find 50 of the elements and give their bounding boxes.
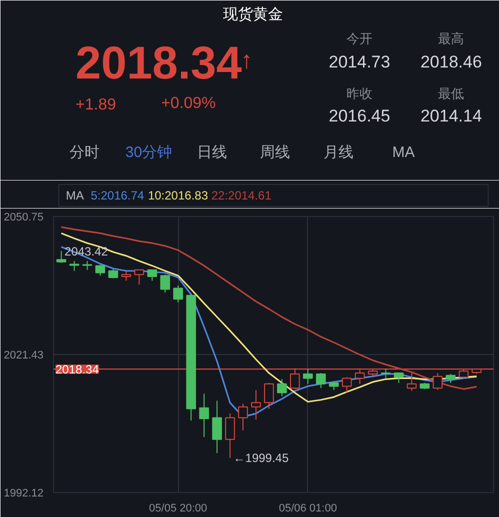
candlestick bbox=[134, 269, 144, 286]
annotation: ←1999.45 bbox=[233, 450, 289, 465]
text: 22:2014.61 bbox=[211, 188, 272, 202]
candlestick bbox=[225, 413, 235, 458]
candlestick bbox=[264, 382, 274, 410]
x-tick-label: 05/05 20:00 bbox=[149, 502, 208, 514]
text: 2018.46 bbox=[420, 52, 482, 72]
candlestick bbox=[108, 268, 118, 279]
text: 2016.45 bbox=[328, 106, 390, 126]
text: 30分钟 bbox=[125, 144, 172, 161]
candlestick bbox=[302, 368, 313, 384]
candlestick bbox=[160, 274, 170, 294]
candlestick bbox=[342, 376, 352, 394]
text: 最低 bbox=[438, 86, 464, 101]
y-tick-label: 2050.75 bbox=[4, 212, 44, 224]
text: ↑ bbox=[240, 47, 253, 74]
text: +1.89 bbox=[76, 96, 116, 114]
legend-title: MA bbox=[66, 188, 84, 202]
candlestick bbox=[277, 378, 287, 397]
text: 今开 bbox=[346, 31, 372, 46]
x-tick-label: 05/06 01:00 bbox=[278, 502, 337, 514]
candlestick bbox=[251, 389, 261, 420]
text: 周线 bbox=[260, 144, 290, 161]
text: 现货黄金 bbox=[222, 6, 283, 23]
y-tick-label: 1992.12 bbox=[4, 488, 44, 500]
candlestick bbox=[56, 250, 66, 264]
text: 5:2016.74 bbox=[90, 188, 144, 202]
candlestick bbox=[380, 368, 391, 379]
text: 分时 bbox=[69, 144, 100, 161]
text: 日线 bbox=[197, 144, 228, 161]
text: 2014.73 bbox=[328, 52, 390, 72]
ref-line-label: 2018.34 bbox=[56, 362, 100, 377]
candlestick bbox=[316, 372, 326, 389]
text: 昨收 bbox=[346, 86, 372, 101]
y-tick-label: 2021.43 bbox=[4, 350, 44, 362]
text: 10:2016.83 bbox=[148, 188, 208, 202]
text: 最高 bbox=[438, 31, 464, 46]
text: 2018.34 bbox=[76, 36, 242, 88]
text: MA bbox=[392, 144, 415, 161]
candlestick bbox=[173, 284, 184, 303]
candlestick bbox=[238, 403, 248, 431]
candlestick bbox=[406, 372, 417, 392]
candlestick bbox=[121, 270, 132, 282]
candlestick bbox=[432, 372, 443, 390]
candlestick bbox=[212, 400, 222, 454]
text: 月线 bbox=[323, 144, 354, 161]
text: +0.09% bbox=[161, 95, 216, 112]
candlestick bbox=[199, 393, 209, 438]
text: 2014.14 bbox=[420, 106, 482, 126]
candlestick bbox=[394, 372, 404, 384]
